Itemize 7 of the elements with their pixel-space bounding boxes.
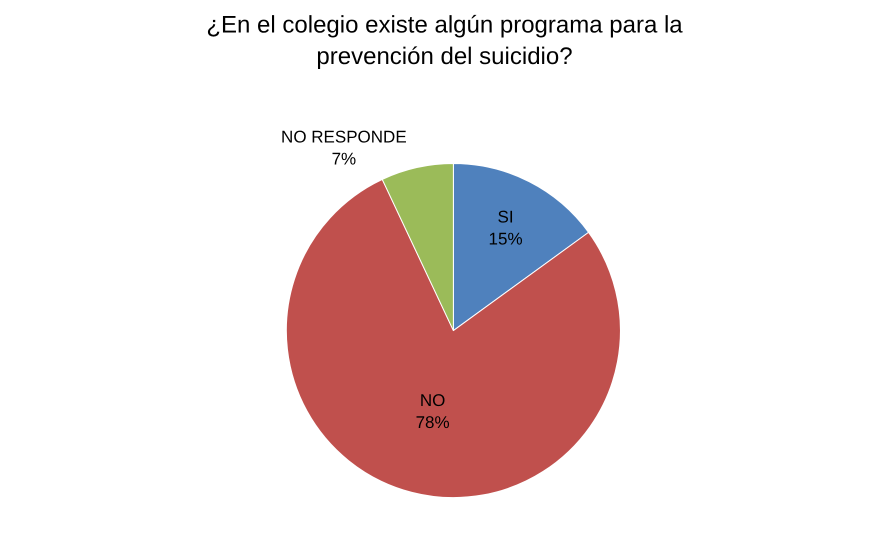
slice-label: NO RESPONDE xyxy=(281,127,407,146)
chart-title: ¿En el colegio existe algún programa para la prevención del suicidio? xyxy=(206,12,684,70)
slice-label: NO xyxy=(420,390,446,410)
data-label: 78% xyxy=(416,413,450,432)
data-label: 7% xyxy=(332,150,356,169)
data-label: 15% xyxy=(488,230,523,249)
slice-label: SI xyxy=(498,208,514,227)
